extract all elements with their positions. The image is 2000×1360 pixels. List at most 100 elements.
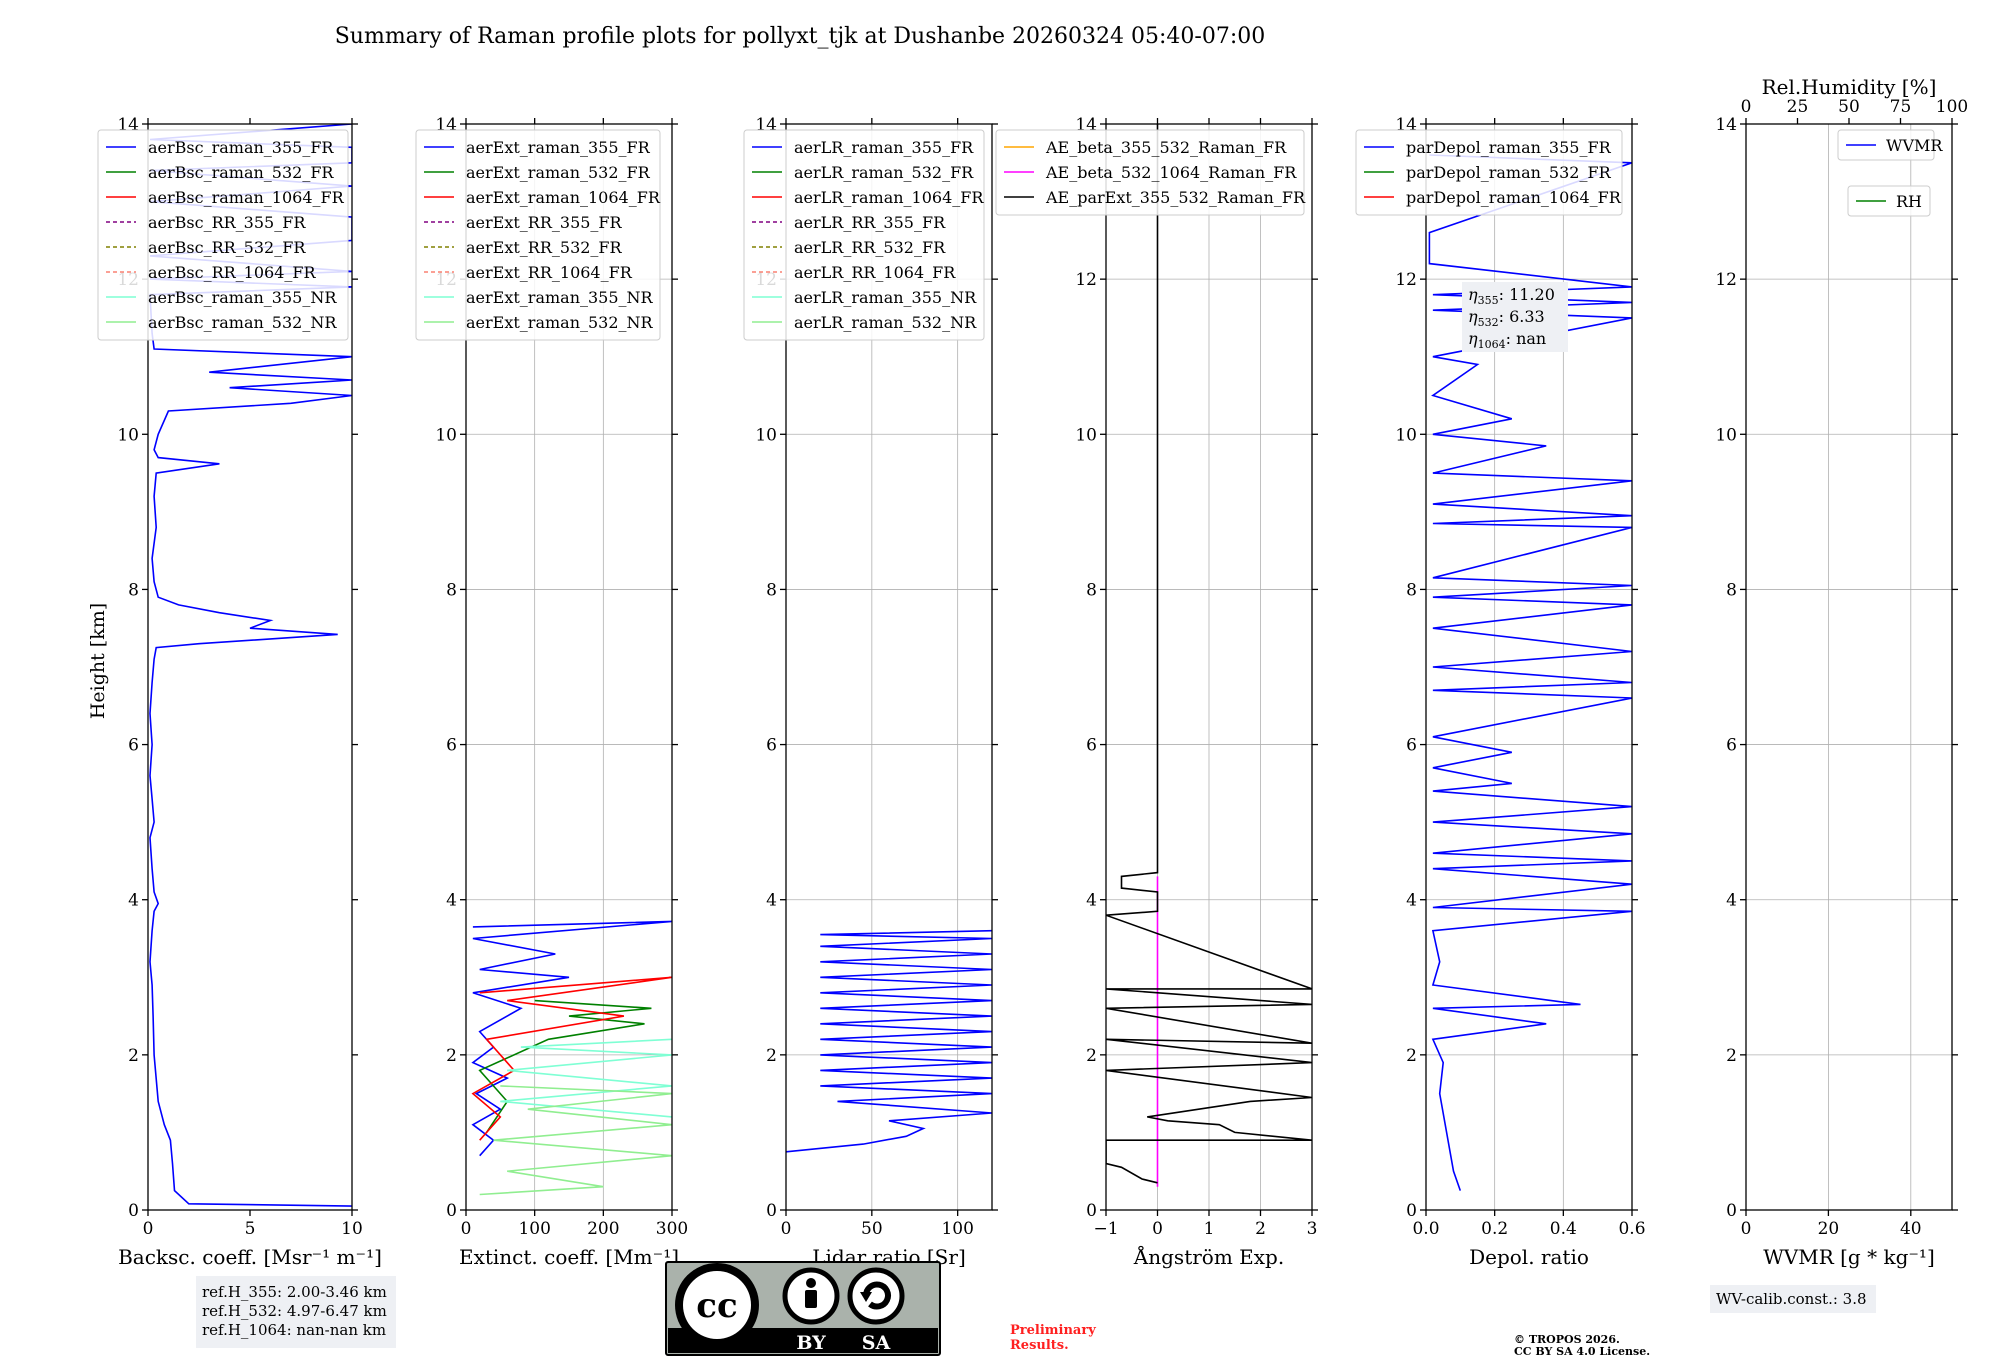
cc-license-badge: cc BY SA: [665, 1261, 941, 1356]
wv-calib-const: WV-calib.const.: 3.8: [1716, 1290, 1867, 1308]
legend-label: aerLR_raman_532_NR: [794, 313, 977, 332]
series-line-aerExt_raman_532_FR: [478, 999, 652, 1133]
eta-355: η355: 11.20: [1468, 285, 1555, 307]
y-tick-label: 6: [446, 736, 457, 756]
legend-label: aerBsc_raman_532_NR: [148, 313, 337, 332]
legend-label: aerBsc_RR_532_FR: [148, 238, 306, 257]
y-tick-label: 0: [1406, 1201, 1417, 1221]
y-tick-label: 4: [128, 891, 139, 911]
y-tick-label: 10: [117, 425, 139, 445]
y-tick-label: 8: [766, 580, 777, 600]
eta-value: : 6.33: [1499, 307, 1545, 326]
legend-depol: parDepol_raman_355_FR parDepol_raman_532_…: [1355, 129, 1623, 216]
legend-box: [995, 129, 1305, 216]
series-group: [471, 920, 672, 1196]
legend-label: aerExt_raman_355_NR: [466, 288, 654, 307]
by-person-head: [806, 1278, 816, 1288]
top-x-tick-label: 0: [1741, 97, 1752, 117]
y-tick-label: 0: [128, 1201, 139, 1221]
legend-label: aerBsc_RR_355_FR: [148, 213, 306, 232]
legend-label: parDepol_raman_532_FR: [1406, 163, 1612, 182]
y-tick-label: 12: [1395, 270, 1417, 290]
legend-ext: aerExt_raman_355_FR aerExt_raman_532_FRae…: [415, 129, 661, 341]
y-axis-label: Height [km]: [87, 603, 109, 719]
legend-label: AE_beta_532_1064_Raman_FR: [1045, 163, 1297, 182]
eta-subscript: 1064: [1478, 338, 1506, 351]
legend-label: RH: [1896, 192, 1922, 211]
sa-share-icon: [847, 1267, 905, 1325]
by-label: BY: [796, 1332, 826, 1354]
axis-frame: [785, 123, 993, 1211]
y-tick-label: 0: [1086, 1201, 1097, 1221]
y-tick-label: 10: [755, 425, 777, 445]
series-group: [786, 929, 992, 1153]
y-tick-label: 2: [1726, 1046, 1737, 1066]
y-tick-label: 6: [766, 736, 777, 756]
x-tick-label: 200: [587, 1219, 619, 1239]
y-tick-label: 2: [1406, 1046, 1417, 1066]
x-tick-label: 0: [461, 1219, 472, 1239]
legend-label: aerLR_RR_1064_FR: [794, 263, 956, 282]
x-axis-label-wv: WVMR [g * kg⁻¹]: [1763, 1245, 1935, 1269]
x-axis-label-bsc: Backsc. coeff. [Msr⁻¹ m⁻¹]: [118, 1245, 382, 1269]
axes-container: 024681012140510Backsc. coeff. [Msr⁻¹ m⁻¹…: [97, 75, 1968, 1269]
y-tick-label: 4: [1726, 891, 1737, 911]
y-tick-label: 2: [1086, 1046, 1097, 1066]
eta-symbol: η: [1468, 329, 1478, 348]
axis-lr: 02468101214050100Lidar ratio [Sr]aerLR_r…: [743, 115, 998, 1269]
x-tick-label: 100: [941, 1219, 973, 1239]
eta-symbol: η: [1468, 285, 1478, 304]
legend-box: [1847, 185, 1931, 217]
ref-height-box: ref.H_355: 2.00-3.46 km ref.H_532: 4.97-…: [196, 1276, 396, 1348]
y-tick-label: 4: [1406, 891, 1417, 911]
x-tick-label: 0.2: [1481, 1219, 1508, 1239]
y-tick-label: 12: [1715, 270, 1737, 290]
cc-logo-inner: [683, 1271, 751, 1339]
axis-frame: [1425, 123, 1633, 1211]
legend-label: aerBsc_RR_1064_FR: [148, 263, 317, 282]
legend-box: [1355, 129, 1623, 216]
x-axis-label-depol: Depol. ratio: [1469, 1245, 1589, 1269]
legend-label: aerBsc_raman_355_NR: [148, 288, 337, 307]
y-tick-label: 0: [1726, 1201, 1737, 1221]
top-x-tick-label: 25: [1787, 97, 1809, 117]
legend-label: aerExt_raman_532_FR: [466, 163, 651, 182]
cc-logo-text: cc: [696, 1286, 737, 1326]
y-tick-label: 14: [1715, 115, 1737, 135]
y-tick-label: 8: [446, 580, 457, 600]
eta-1064: η1064: nan: [1468, 329, 1546, 351]
axis-ext: 024681012140100200300Extinct. coeff. [Mm…: [415, 115, 688, 1269]
top-x-tick-label: 100: [1936, 97, 1968, 117]
top-x-tick-label: 75: [1890, 97, 1912, 117]
eta-value: : nan: [1506, 329, 1547, 348]
x-tick-label: −1: [1093, 1219, 1118, 1239]
y-tick-label: 10: [1075, 425, 1097, 445]
ref-h-532: ref.H_532: 4.97-6.47 km: [202, 1302, 387, 1320]
series-line-aerExt_raman_355_FR: [471, 920, 672, 1157]
legend-label: aerLR_RR_355_FR: [794, 213, 946, 232]
legend-box: [97, 129, 349, 341]
ref-height-box-bg: [196, 1276, 396, 1348]
x-tick-label: 0: [781, 1219, 792, 1239]
series-line-aerLR_raman_355_FR: [786, 929, 992, 1153]
y-tick-label: 4: [1086, 891, 1097, 911]
ref-h-1064: ref.H_1064: nan-nan km: [202, 1321, 386, 1339]
legend-label: aerLR_raman_532_FR: [794, 163, 974, 182]
y-tick-label: 2: [128, 1046, 139, 1066]
x-tick-label: 20: [1818, 1219, 1840, 1239]
y-tick-label: 6: [1726, 736, 1737, 756]
series-group: [1428, 154, 1632, 1191]
series-line-aerExt_raman_355_NR: [500, 1038, 672, 1118]
y-tick-label: 8: [128, 580, 139, 600]
y-tick-label: 10: [435, 425, 457, 445]
y-tick-label: 10: [1395, 425, 1417, 445]
y-tick-label: 4: [446, 891, 457, 911]
x-tick-label: 1: [1204, 1219, 1215, 1239]
x-tick-label: 0: [1741, 1219, 1752, 1239]
legend-lr: aerLR_raman_355_FR aerLR_raman_532_FR aerL…: [743, 129, 985, 341]
x-tick-label: 0.0: [1412, 1219, 1439, 1239]
x-tick-label: 100: [518, 1219, 550, 1239]
y-tick-label: 6: [1086, 736, 1097, 756]
